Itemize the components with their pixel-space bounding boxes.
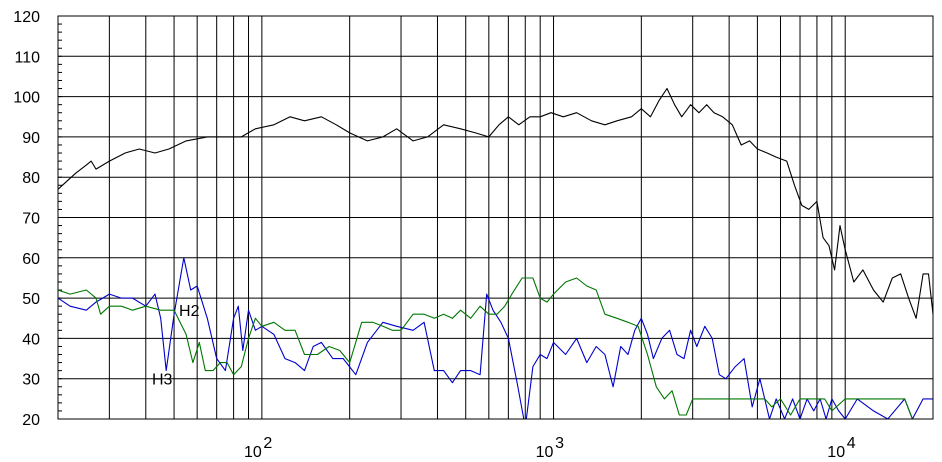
series-layer — [58, 87, 933, 419]
x-tick-base: 10 — [244, 444, 262, 461]
x-tick-base: 10 — [536, 444, 554, 461]
annotation-layer: H2 H3 — [152, 303, 200, 389]
y-axis-tick-labels: 120 110 100 90 80 70 60 50 40 30 20 — [13, 9, 40, 429]
x-tick-label: 104 — [827, 435, 855, 461]
y-tick-label: 90 — [22, 130, 40, 147]
plot-frame — [57, 15, 934, 420]
series-line-3 — [58, 277, 933, 419]
x-tick-label: 103 — [536, 435, 564, 461]
y-tick-label: 70 — [22, 211, 40, 228]
y-tick-label: 120 — [13, 9, 40, 26]
y-tick-label: 20 — [22, 412, 40, 429]
y-tick-label: 60 — [22, 251, 40, 268]
annotation-label: H3 — [152, 372, 173, 389]
x-tick-base: 10 — [827, 444, 845, 461]
x-tick-exponent: 3 — [555, 435, 564, 452]
y-tick-label: 50 — [22, 291, 40, 308]
y-tick-label: 80 — [22, 170, 40, 187]
annotation-label: H2 — [179, 303, 200, 320]
y-tick-label: 100 — [13, 90, 40, 107]
x-tick-exponent: 4 — [847, 435, 856, 452]
x-tick-exponent: 2 — [263, 435, 272, 452]
y-tick-label: 40 — [22, 331, 40, 348]
x-tick-label: 102 — [244, 435, 272, 461]
series-line-1 — [58, 87, 933, 319]
y-tick-label: 30 — [22, 372, 40, 389]
y-tick-label: 110 — [14, 49, 40, 66]
